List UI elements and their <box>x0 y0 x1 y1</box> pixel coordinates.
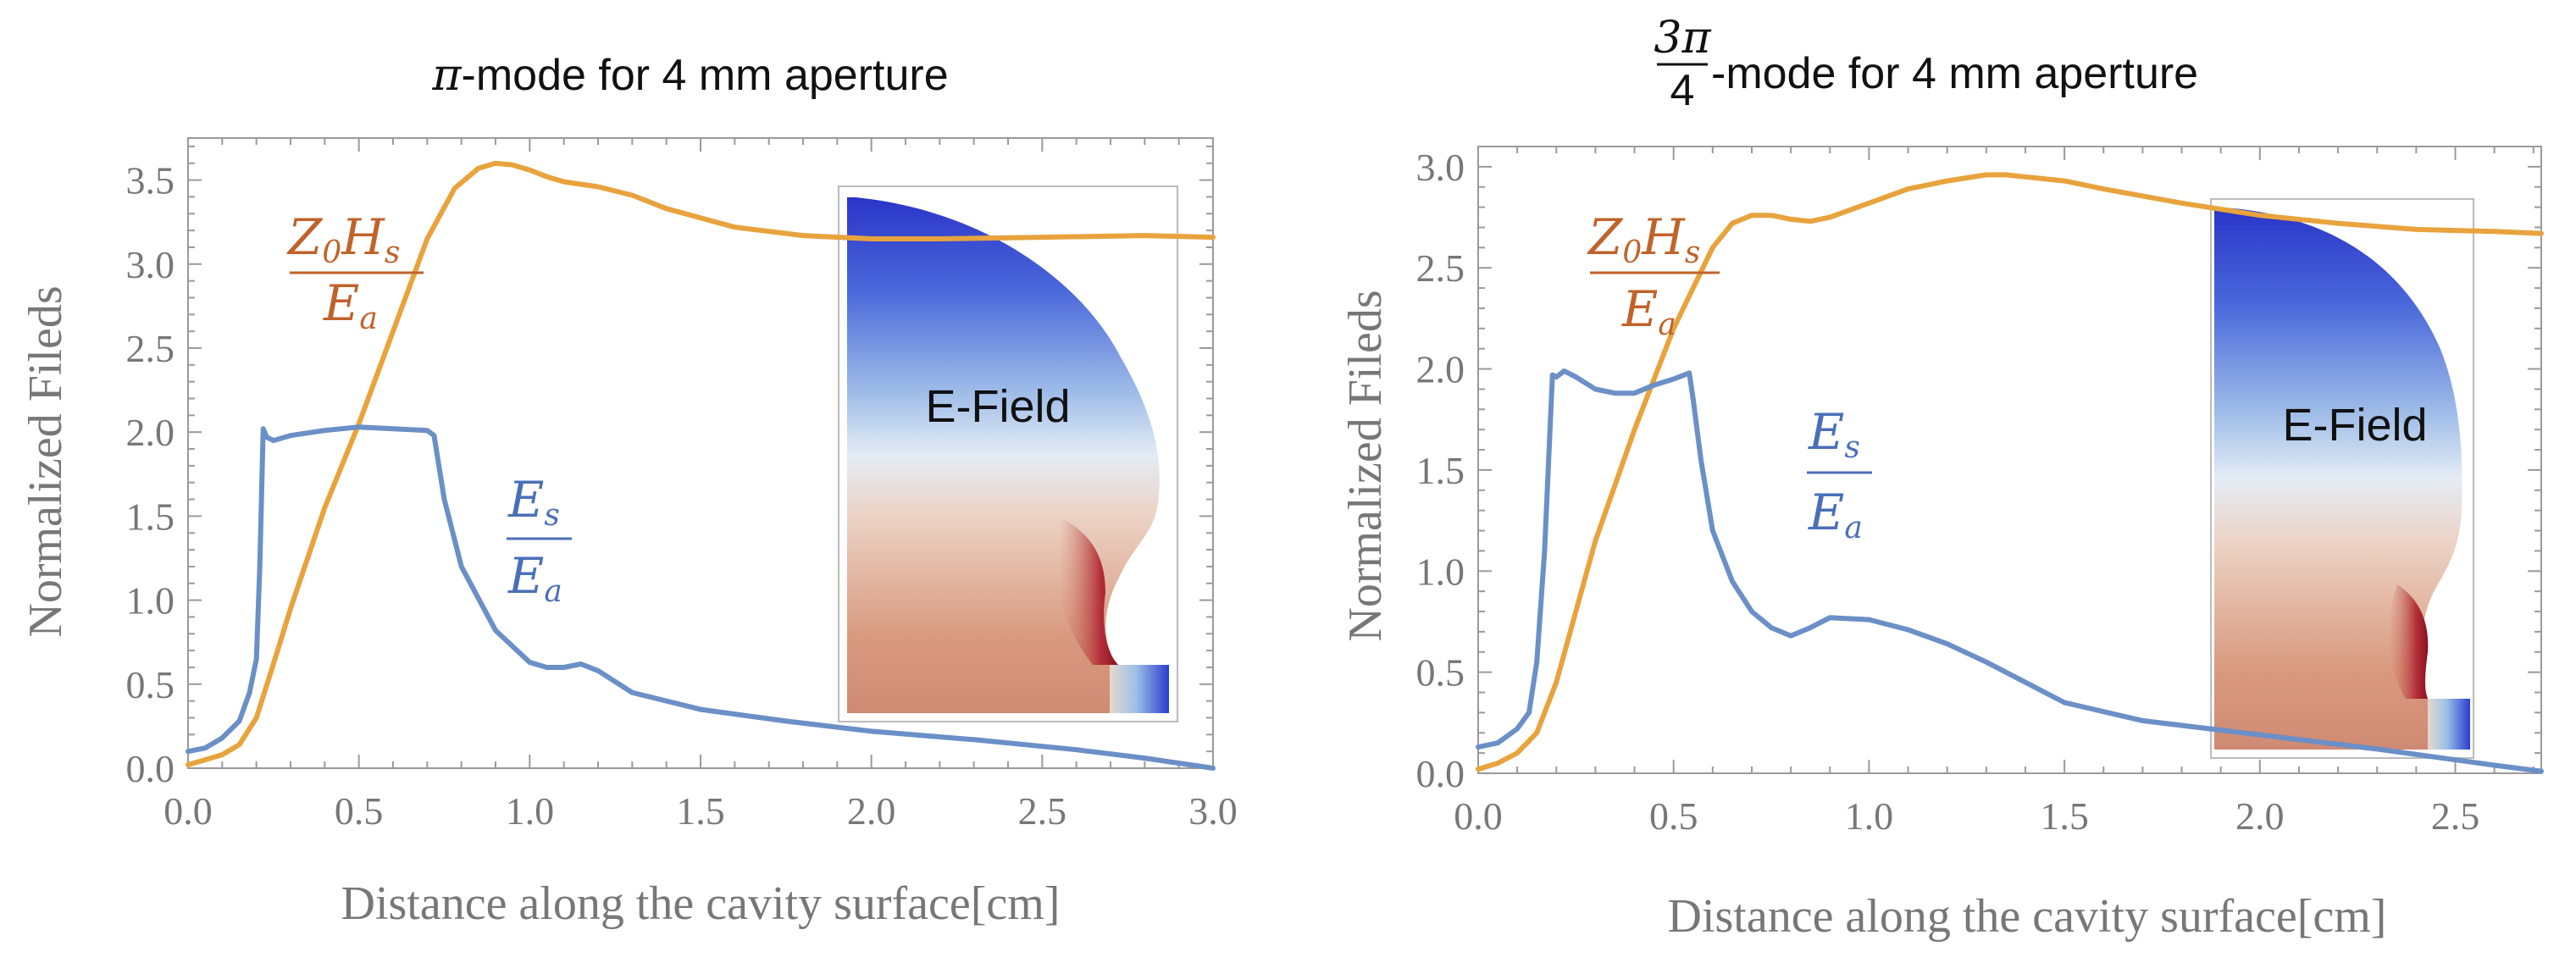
svg-text:3π: 3π <box>1654 13 1711 64</box>
right-inset-label: E-Field <box>2282 400 2427 451</box>
left-series-z0hs-ea-line <box>186 160 1216 767</box>
right-y-axis-label: Normalized Fileds <box>1339 290 1392 641</box>
x-tick-label: 2.5 <box>2431 794 2480 838</box>
right-label-es-ea: Es Ea <box>1807 403 1872 545</box>
y-tick-label: 0.0 <box>1416 752 1465 795</box>
y-tick-label: 1.5 <box>1416 449 1465 492</box>
y-tick-label: 2.0 <box>1416 348 1465 391</box>
svg-text:Ea: Ea <box>1808 484 1863 545</box>
svg-text:Ea: Ea <box>1621 280 1676 342</box>
svg-text:Es: Es <box>1808 403 1860 465</box>
x-tick-label: 2.0 <box>847 789 896 833</box>
svg-text:Es: Es <box>507 471 560 533</box>
right-axis-ticks <box>1477 146 2541 774</box>
svg-text:Ea: Ea <box>507 547 562 609</box>
y-tick-label: 3.0 <box>1416 146 1465 189</box>
right-efield-inset: E-Field <box>2210 198 2474 759</box>
left-y-axis-label: Normalized Fileds <box>19 285 72 637</box>
left-chart: π-mode for 4 mm aperture 0.0 0.5 1.0 1.5 2.0… <box>19 50 1238 930</box>
right-series-z0hs-ea-line <box>1476 172 2544 772</box>
left-series-es-ea-line <box>186 424 1216 771</box>
y-tick-label: 2.5 <box>1416 246 1465 290</box>
y-tick-label: 0.5 <box>126 663 175 706</box>
svg-text:Z0Hs: Z0Hs <box>286 208 400 270</box>
svg-text:-mode for 4 mm aperture: -mode for 4 mm aperture <box>1711 49 2198 98</box>
y-tick-label: 0.0 <box>126 747 175 790</box>
right-iris-tip <box>2387 584 2429 699</box>
left-beam-pipe <box>1110 665 1169 713</box>
left-chart-title: π-mode for 4 mm aperture <box>431 50 948 101</box>
right-series-es-ea-line <box>1476 368 2544 774</box>
svg-text:4: 4 <box>1670 66 1695 115</box>
y-tick-label: 1.0 <box>126 579 175 623</box>
x-tick-label: 1.0 <box>506 789 555 833</box>
right-x-axis-label: Distance along the cavity surface[cm] <box>1668 890 2387 943</box>
left-label-z0hs-ea: Z0Hs Ea <box>286 208 424 336</box>
right-y-tick-labels: 0.0 0.5 1.0 1.5 2.0 2.5 3.0 <box>1416 146 1465 795</box>
x-tick-label: 3.0 <box>1188 789 1238 833</box>
x-tick-label: 2.0 <box>2235 794 2285 838</box>
x-tick-label: 0.0 <box>163 789 213 833</box>
y-tick-label: 1.5 <box>126 495 175 538</box>
right-label-z0hs-ea: Z0Hs Ea <box>1587 208 1720 342</box>
right-chart-title: 3π 4 -mode for 4 mm aperture <box>1654 13 2198 115</box>
y-tick-label: 2.0 <box>126 411 175 454</box>
left-iris-tip <box>1059 517 1118 665</box>
left-x-axis-label: Distance along the cavity surface[cm] <box>341 877 1061 930</box>
right-beam-pipe <box>2428 699 2470 750</box>
x-tick-label: 2.5 <box>1018 789 1067 833</box>
x-tick-label: 1.5 <box>676 789 725 833</box>
left-inset-label: E-Field <box>925 381 1070 432</box>
left-y-tick-labels: 0.0 0.5 1.0 1.5 2.0 2.5 3.0 3.5 <box>126 159 175 790</box>
left-efield-inset: E-Field <box>838 185 1178 722</box>
svg-text:Z0Hs: Z0Hs <box>1587 208 1700 270</box>
y-tick-label: 0.5 <box>1416 651 1465 695</box>
y-tick-label: 2.5 <box>126 327 175 370</box>
y-tick-label: 1.0 <box>1416 550 1465 593</box>
svg-text:Ea: Ea <box>323 274 378 336</box>
x-tick-label: 0.0 <box>1454 794 1503 838</box>
x-tick-label: 1.0 <box>1845 794 1894 838</box>
x-tick-label: 0.5 <box>335 789 384 833</box>
left-label-es-ea: Es Ea <box>507 471 572 609</box>
right-plot-frame <box>1477 146 2542 774</box>
left-x-tick-labels: 0.0 0.5 1.0 1.5 2.0 2.5 3.0 <box>163 789 1238 833</box>
right-chart: 3π 4 -mode for 4 mm aperture 0.0 0.5 1.0 1.… <box>1339 13 2544 943</box>
y-tick-label: 3.0 <box>126 243 175 286</box>
right-x-tick-labels: 0.0 0.5 1.0 1.5 2.0 2.5 <box>1454 794 2479 838</box>
x-tick-label: 0.5 <box>1649 794 1698 838</box>
left-axis-ticks <box>187 138 1214 769</box>
y-tick-label: 3.5 <box>126 159 175 202</box>
x-tick-label: 1.5 <box>2040 794 2089 838</box>
